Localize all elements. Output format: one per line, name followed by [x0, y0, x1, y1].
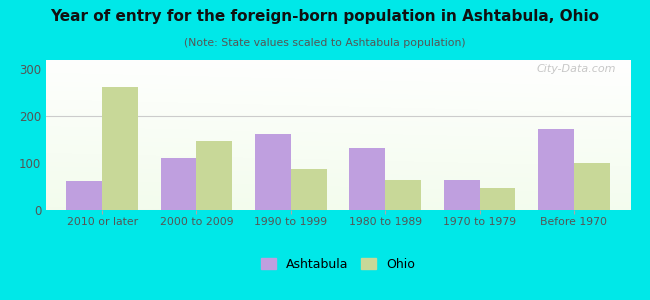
Bar — [349, 148, 385, 210]
Bar — [161, 158, 196, 210]
Text: City-Data.com: City-Data.com — [536, 64, 616, 74]
Text: (Note: State values scaled to Ashtabula population): (Note: State values scaled to Ashtabula … — [184, 38, 466, 47]
Bar — [538, 129, 574, 210]
Bar — [444, 179, 480, 210]
Bar — [102, 87, 138, 210]
Legend: Ashtabula, Ohio: Ashtabula, Ohio — [256, 253, 420, 276]
Bar — [480, 188, 515, 210]
Bar — [196, 141, 232, 210]
Bar — [385, 181, 421, 210]
Bar — [574, 163, 610, 210]
Bar — [291, 169, 327, 210]
Text: Year of entry for the foreign-born population in Ashtabula, Ohio: Year of entry for the foreign-born popul… — [51, 9, 599, 24]
Bar — [255, 134, 291, 210]
Bar — [66, 181, 102, 210]
